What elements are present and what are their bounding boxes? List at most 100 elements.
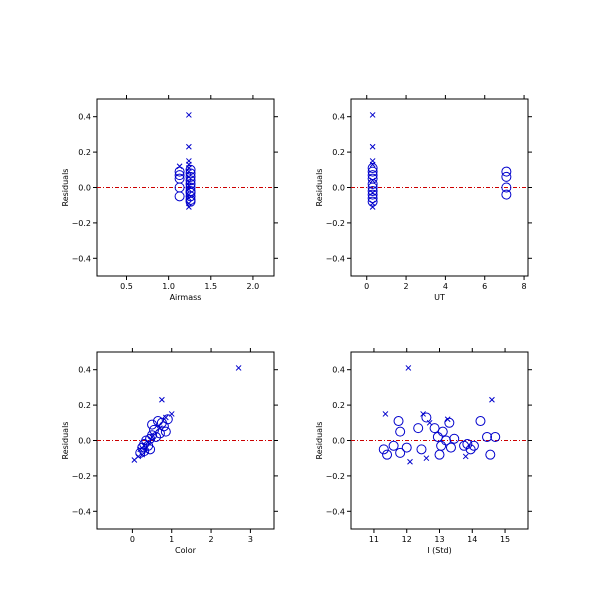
y-tick-label: 0.4 (332, 113, 345, 122)
y-tick-label: −0.2 (326, 472, 345, 481)
data-point-circle (147, 419, 158, 430)
data-point-circle (139, 446, 150, 457)
y-tick-label: 0.2 (332, 148, 345, 157)
data-point-cross (444, 416, 451, 423)
y-tick-label: −0.2 (72, 219, 91, 228)
data-point-cross (162, 414, 169, 421)
data-point-circle (174, 166, 185, 177)
data-point-circle (367, 186, 378, 197)
data-point-cross (186, 204, 192, 210)
x-tick-label: 14 (467, 535, 477, 544)
y-axis-label: Residuals (315, 169, 324, 207)
data-point-circle (185, 171, 196, 182)
data-point-cross (369, 143, 376, 150)
y-tick-label: 0.0 (78, 184, 91, 193)
y-tick-label: 0.0 (332, 437, 345, 446)
x-tick-label: 4 (443, 282, 448, 291)
data-point-circle (437, 426, 448, 437)
x-axis-label: UT (434, 293, 445, 302)
y-axis-label: Residuals (61, 169, 70, 207)
x-tick-label: 0.5 (120, 282, 133, 291)
data-point-circle (482, 431, 493, 442)
x-tick-label: 0 (364, 282, 369, 291)
data-point-circle (388, 440, 399, 451)
data-point-circle (393, 416, 404, 427)
data-point-circle (395, 426, 406, 437)
data-point-circle (174, 170, 185, 181)
data-point-circle (501, 189, 512, 200)
data-point-circle (441, 435, 452, 446)
data-point-circle (501, 182, 512, 193)
data-point-cross (149, 434, 155, 440)
data-point-circle (162, 414, 173, 425)
data-point-circle (367, 163, 378, 174)
data-point-circle (174, 191, 185, 202)
data-point-circle (395, 447, 406, 458)
data-point-circle (449, 433, 460, 444)
x-axis-label: Airmass (170, 293, 202, 302)
data-point-cross (159, 396, 165, 403)
data-point-circle (160, 426, 171, 437)
y-tick-label: 0.4 (332, 366, 345, 375)
data-point-cross (143, 448, 150, 454)
x-tick-label: 13 (434, 535, 444, 544)
data-point-circle (382, 449, 393, 460)
y-tick-label: −0.2 (326, 219, 345, 228)
x-tick-label: 0 (130, 535, 135, 544)
data-point-cross (369, 112, 376, 118)
y-axis-label: Residuals (61, 422, 70, 460)
data-point-circle (185, 175, 196, 186)
data-point-cross (369, 161, 376, 168)
data-point-cross (145, 439, 151, 446)
x-tick-label: 11 (369, 535, 379, 544)
y-tick-label: −0.2 (72, 472, 91, 481)
x-tick-label: 15 (500, 535, 510, 544)
data-point-circle (413, 423, 424, 434)
data-point-circle (429, 423, 440, 434)
data-point-circle (185, 191, 196, 202)
data-point-cross (369, 177, 376, 184)
y-tick-label: 0.2 (78, 148, 91, 157)
x-tick-label: 6 (482, 282, 487, 291)
data-point-circle (421, 412, 432, 423)
data-point-circle (490, 431, 501, 442)
plot-airmass: 0.5 1.0 1.5 2.0 −0.4 −0.2 0.0 0.2 0.4 Airmass Resi… (61, 95, 278, 302)
y-axis-label: Residuals (315, 422, 324, 460)
data-point-circle (416, 444, 427, 455)
data-point-circle (378, 444, 389, 455)
data-point-circle (401, 442, 412, 453)
x-tick-label: 1 (169, 535, 174, 544)
data-point-cross (186, 186, 192, 193)
data-point-cross (186, 195, 192, 201)
data-point-cross (423, 455, 430, 462)
data-point-circle (501, 171, 512, 182)
y-tick-label: 0.2 (78, 401, 91, 410)
data-point-cross (157, 425, 163, 431)
data-point-cross (369, 204, 376, 210)
y-tick-label: 0.4 (78, 113, 91, 122)
data-point-cross (405, 365, 412, 371)
x-tick-label: 3 (248, 535, 253, 544)
data-point-cross (168, 411, 175, 417)
data-point-circle (185, 168, 196, 179)
data-point-cross (420, 411, 426, 417)
data-point-cross (186, 112, 192, 118)
x-tick-label: 12 (402, 535, 412, 544)
x-tick-label: 2 (209, 535, 214, 544)
data-point-circle (445, 442, 456, 453)
data-point-cross (235, 365, 242, 371)
data-point-cross (369, 189, 376, 196)
data-point-circle (501, 166, 512, 177)
data-point-cross (186, 143, 192, 150)
plot-color: 0 1 2 3 −0.4 −0.2 0.0 0.2 0.4 Color Residuals (61, 348, 278, 555)
y-tick-label: 0.0 (78, 437, 91, 446)
data-point-circle (462, 439, 473, 450)
y-tick-label: 0.2 (332, 401, 345, 410)
y-tick-label: −0.4 (72, 254, 91, 263)
data-point-cross (176, 163, 183, 170)
data-point-circle (485, 449, 496, 460)
data-point-circle (367, 178, 378, 189)
y-tick-label: 0.0 (332, 184, 345, 193)
data-point-circle (367, 196, 378, 207)
